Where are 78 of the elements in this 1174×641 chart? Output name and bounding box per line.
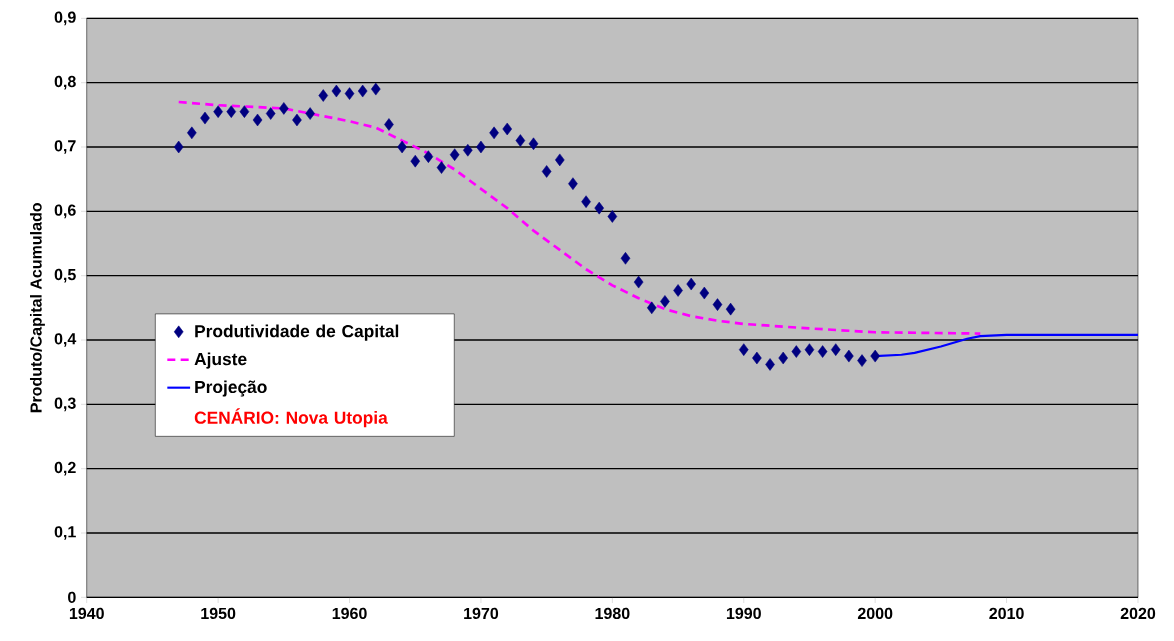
point [515, 134, 526, 147]
x-tick-label: 1980 [595, 607, 630, 619]
point [607, 210, 618, 223]
point [804, 343, 815, 356]
point [581, 195, 591, 208]
x-tick-label: 1940 [69, 607, 104, 619]
point [410, 154, 421, 168]
point [318, 89, 329, 102]
point [594, 201, 604, 215]
point [830, 343, 841, 356]
y-axis-title: Produto/Capital Acumulado [29, 202, 45, 412]
point [371, 82, 381, 96]
legend-label: Produtividade de Capital [195, 324, 399, 341]
y-tick-label: 0,7 [54, 140, 76, 154]
point [331, 84, 342, 98]
point [725, 302, 736, 316]
point [555, 153, 565, 166]
x-tick-label: 1960 [332, 607, 367, 619]
point [423, 150, 434, 163]
point [633, 275, 644, 289]
point [673, 284, 683, 297]
point [305, 107, 315, 120]
point [870, 349, 880, 363]
point [463, 143, 473, 157]
point [620, 251, 631, 265]
point [660, 294, 670, 308]
point [778, 351, 788, 365]
y-tick-label: 0,6 [54, 204, 76, 218]
point [292, 113, 302, 127]
y-tick-label: 0 [68, 591, 76, 603]
point [686, 277, 696, 291]
point [357, 84, 368, 98]
y-tick-label: 0,4 [54, 333, 77, 347]
x-tick-label: 1970 [464, 607, 499, 619]
point [791, 345, 802, 358]
point [647, 301, 657, 314]
y-tick-label: 0,8 [54, 75, 76, 90]
point [844, 349, 854, 363]
point [173, 140, 184, 154]
annotation: CENÁRIO: Nova Utopia [194, 408, 388, 428]
point [265, 107, 276, 120]
point [200, 111, 210, 125]
x-tick-label: 2020 [1120, 607, 1156, 619]
point [752, 351, 762, 365]
x-tick-label: 2000 [857, 607, 893, 619]
point [226, 105, 237, 118]
x-tick-label: 1990 [726, 607, 761, 619]
y-tick-label: 0,9 [54, 11, 76, 25]
point [528, 137, 539, 150]
point [449, 148, 460, 161]
y-tick-label: 0,3 [54, 397, 76, 411]
point [502, 122, 512, 136]
point [568, 177, 578, 190]
point [213, 105, 223, 118]
y-tick-label: 0,5 [54, 268, 76, 283]
y-tick-label: 0,1 [54, 526, 76, 540]
point [476, 140, 486, 154]
point [384, 118, 394, 131]
point [817, 345, 828, 358]
point [252, 113, 263, 127]
point [344, 87, 355, 100]
point [397, 140, 407, 154]
point [279, 101, 289, 115]
legend-label: Projeção [195, 380, 267, 397]
point [187, 126, 197, 139]
point [712, 298, 723, 311]
x-tick-label: 2010 [989, 607, 1024, 619]
point [699, 286, 710, 300]
point [765, 358, 775, 371]
point [738, 343, 749, 356]
point [436, 161, 447, 174]
point [857, 354, 867, 367]
point [239, 105, 250, 118]
x-tick-label: 1950 [201, 607, 236, 619]
point [541, 165, 552, 178]
y-tick-label: 0,2 [54, 461, 76, 476]
legend-label: Ajuste [194, 352, 247, 369]
point [489, 126, 499, 139]
